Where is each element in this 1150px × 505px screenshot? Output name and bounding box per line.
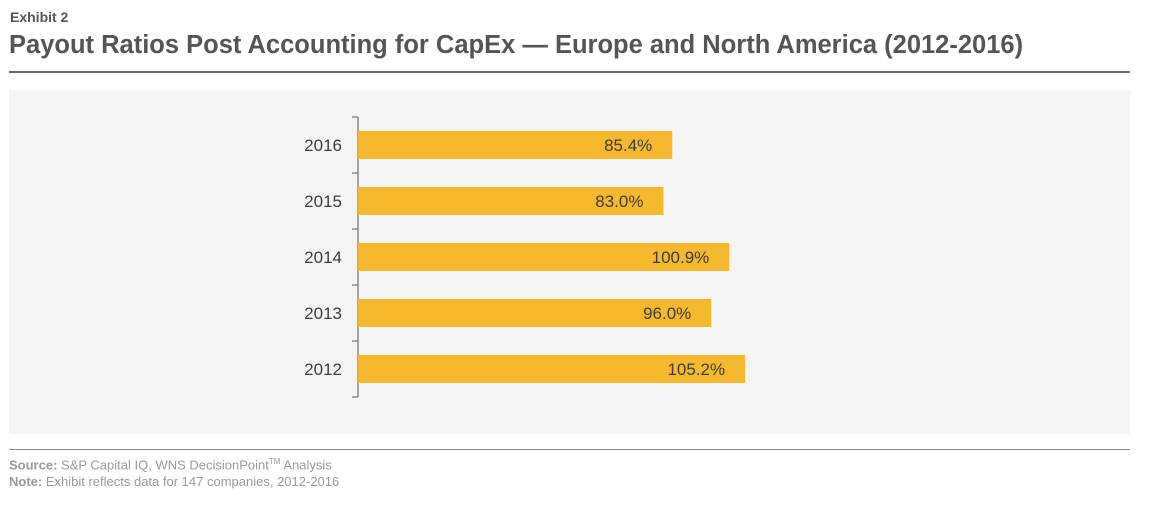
bar-chart: 2016 85.4% 2015 83.0% 2014 100.9% 2013 96.0% 201… (304, 116, 746, 398)
category-label-2016: 2016 (304, 136, 342, 155)
trademark-mark: TM (268, 457, 281, 466)
bar-2016 (358, 131, 673, 159)
note-label: Note: (9, 474, 43, 489)
source-label: Source: (9, 457, 58, 473)
page-title: Payout Ratios Post Accounting for CapEx … (9, 31, 1024, 59)
source-note: Source: S&P Capital IQ, WNS DecisionPoin… (9, 457, 332, 472)
category-label-2012: 2012 (304, 360, 342, 379)
value-label-2016: 85.4% (604, 136, 652, 155)
source-tail: Analysis (280, 457, 332, 473)
bar-2014 (358, 243, 730, 271)
bar-2013 (358, 299, 712, 327)
value-label-2012: 105.2% (667, 360, 725, 379)
value-label-2015: 83.0% (595, 192, 643, 211)
chart-panel: 2016 85.4% 2015 83.0% 2014 100.9% 2013 96.0% 201… (9, 90, 1130, 434)
bar-2012 (358, 355, 746, 383)
source-text: S&P Capital IQ, WNS DecisionPoint (61, 457, 269, 473)
value-label-2013: 96.0% (643, 304, 691, 323)
category-label-2013: 2013 (304, 304, 342, 323)
bar-2015 (358, 187, 664, 215)
category-label-2014: 2014 (304, 248, 342, 267)
note-line: Note: Exhibit reflects data for 147 comp… (9, 474, 339, 489)
title-rule (9, 71, 1130, 73)
value-label-2014: 100.9% (652, 248, 710, 267)
exhibit-label: Exhibit 2 (10, 9, 69, 25)
bottom-rule (9, 449, 1130, 450)
note-text: Exhibit reflects data for 147 companies,… (45, 474, 340, 489)
category-label-2015: 2015 (304, 192, 342, 211)
